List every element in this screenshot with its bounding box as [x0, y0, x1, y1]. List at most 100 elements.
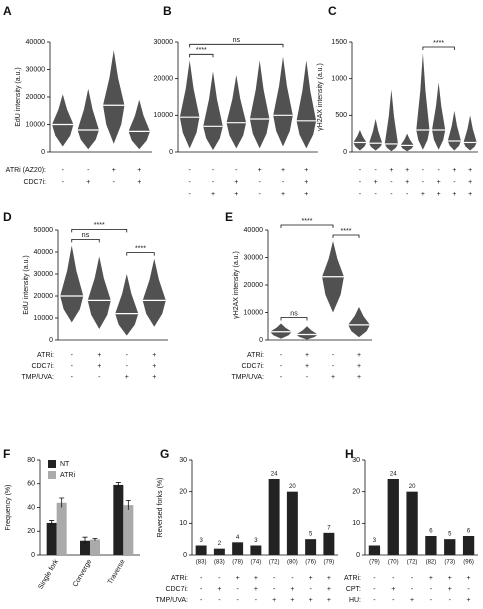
condition-mark: + — [211, 191, 215, 198]
value-label: 6 — [429, 529, 433, 535]
condition-mark: + — [281, 167, 285, 174]
point-cloud — [416, 53, 430, 150]
condition-label: CDC7i: — [241, 363, 264, 370]
condition-label: CDC7i: — [165, 586, 188, 593]
condition-mark: - — [373, 586, 376, 593]
value-label: 20 — [289, 484, 296, 490]
significance-label: **** — [433, 40, 444, 47]
value-label: 3 — [373, 538, 377, 544]
condition-mark: + — [437, 179, 441, 186]
error-bar — [92, 537, 98, 541]
error-bar — [49, 520, 55, 526]
y-axis-label: γH2AX intensity (a.u.) — [317, 63, 324, 131]
condition-mark: - — [411, 575, 414, 582]
condition-mark: + — [327, 586, 331, 593]
condition-mark: + — [309, 575, 313, 582]
panel-label: F — [3, 447, 10, 461]
bar — [232, 542, 244, 555]
bar — [387, 479, 399, 555]
value-label: 24 — [271, 472, 278, 478]
condition-mark: - — [273, 586, 276, 593]
condition-mark: - — [282, 179, 285, 186]
condition-mark: - — [373, 597, 376, 604]
condition-mark: - — [449, 597, 452, 604]
bar — [268, 479, 280, 555]
condition-mark: + — [125, 374, 129, 381]
bar — [195, 545, 207, 555]
y-tick-label: 20000 — [154, 76, 174, 83]
condition-mark: - — [235, 167, 238, 174]
condition-mark: - — [332, 352, 335, 359]
y-tick-label: 10 — [179, 520, 187, 527]
y-tick-label: 0 — [343, 149, 347, 156]
y-tick-label: 0 — [31, 552, 35, 559]
y-axis-label: Reversed forks (%) — [157, 478, 164, 538]
significance-bracket — [332, 234, 360, 238]
condition-mark: + — [234, 179, 238, 186]
x-tick-label: Traverse — [107, 558, 127, 585]
bar — [113, 484, 124, 555]
point-cloud — [369, 119, 383, 151]
y-tick-label: 30000 — [244, 254, 264, 261]
condition-mark: - — [212, 167, 215, 174]
y-tick-label: 20000 — [34, 293, 54, 300]
condition-mark: + — [152, 352, 156, 359]
y-axis-label: γH2AX intensity (a.u.) — [233, 251, 240, 319]
bar — [425, 536, 437, 555]
significance-bracket — [280, 224, 334, 228]
condition-mark: + — [357, 352, 361, 359]
point-cloud — [273, 56, 293, 147]
condition-mark: - — [422, 179, 425, 186]
condition-mark: + — [281, 191, 285, 198]
point-cloud — [103, 50, 125, 144]
condition-mark: + — [97, 352, 101, 359]
condition-mark: - — [218, 597, 221, 604]
point-cloud — [348, 307, 370, 338]
condition-mark: + — [258, 167, 262, 174]
condition-mark: + — [421, 191, 425, 198]
value-label: 20 — [409, 484, 416, 490]
condition-label: CPT: — [346, 586, 361, 593]
panel-label: G — [160, 447, 169, 461]
n-label: (72) — [407, 560, 418, 566]
point-cloud — [128, 99, 150, 150]
point-cloud — [249, 60, 270, 149]
point-cloud — [203, 71, 223, 151]
significance-bracket — [189, 53, 214, 58]
condition-mark: - — [87, 167, 90, 174]
condition-mark: - — [188, 191, 191, 198]
condition-mark: - — [236, 586, 239, 593]
condition-label: HU: — [349, 597, 361, 604]
value-label: 5 — [448, 532, 452, 538]
condition-mark: - — [113, 179, 116, 186]
condition-mark: - — [98, 374, 101, 381]
condition-mark: - — [188, 179, 191, 186]
significance-label: **** — [94, 222, 105, 229]
condition-mark: - — [258, 179, 261, 186]
n-label: (73) — [444, 560, 455, 566]
condition-mark: - — [453, 179, 456, 186]
condition-label: ATRi: — [37, 352, 54, 359]
bar — [123, 505, 134, 555]
condition-mark: - — [200, 586, 203, 593]
condition-mark: + — [327, 597, 331, 604]
bar — [250, 545, 262, 555]
condition-label: TMP/UVA: — [21, 374, 54, 381]
point-cloud — [296, 326, 318, 340]
condition-mark: + — [357, 374, 361, 381]
condition-mark: - — [188, 167, 191, 174]
condition-mark: + — [305, 363, 309, 370]
bar — [323, 532, 335, 555]
condition-mark: + — [254, 586, 258, 593]
condition-mark: - — [422, 167, 425, 174]
value-label: 24 — [390, 472, 397, 478]
condition-mark: + — [468, 191, 472, 198]
y-tick-label: 60 — [27, 481, 35, 488]
condition-mark: + — [468, 179, 472, 186]
point-cloud — [77, 88, 99, 150]
condition-mark: - — [390, 191, 393, 198]
condition-label: ATRi: — [171, 575, 188, 582]
condition-mark: - — [273, 575, 276, 582]
condition-mark: - — [306, 374, 309, 381]
x-tick-label: Single fork — [37, 558, 60, 591]
